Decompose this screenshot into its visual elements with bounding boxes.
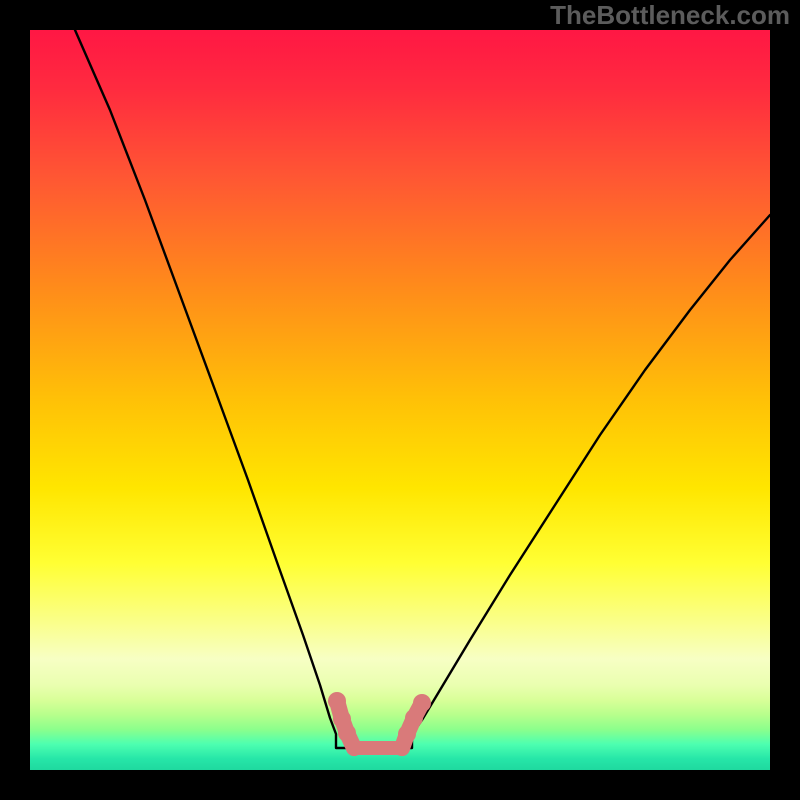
watermark-text: TheBottleneck.com — [550, 0, 790, 31]
chart-svg — [0, 0, 800, 800]
chart-container: TheBottleneck.com — [0, 0, 800, 800]
plot-gradient — [30, 30, 770, 770]
